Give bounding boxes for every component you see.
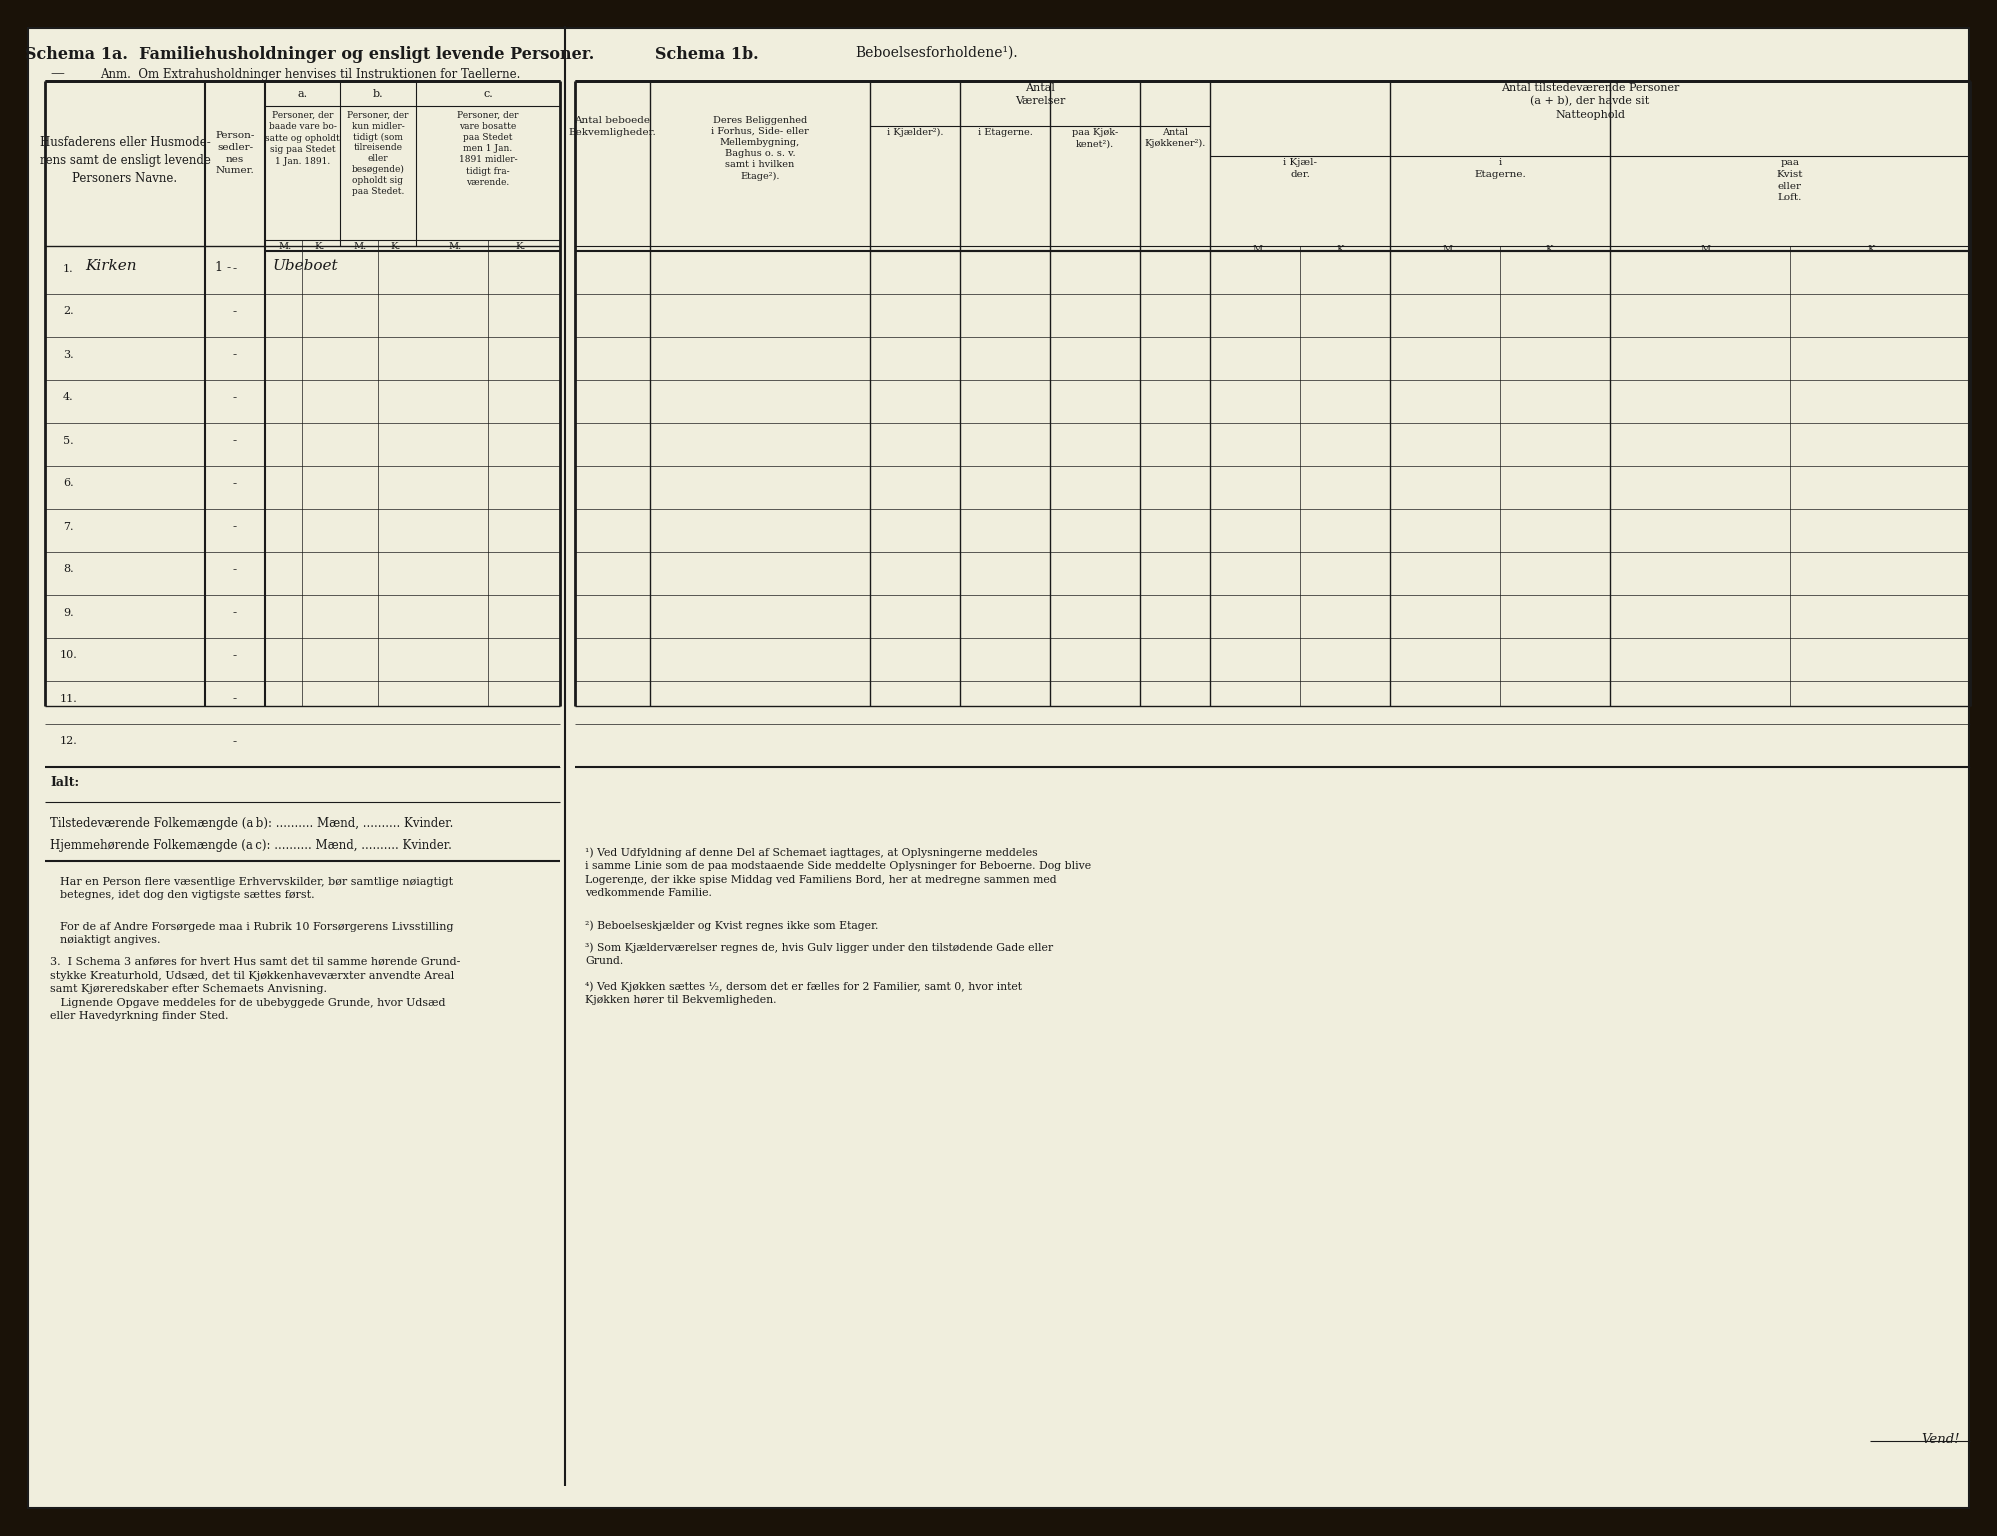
Text: Antal beboede
Bekvemligheder.: Antal beboede Bekvemligheder. — [569, 117, 657, 137]
Text: -: - — [234, 263, 238, 275]
Text: -: - — [234, 435, 238, 447]
Text: M.: M. — [353, 243, 367, 250]
Text: Ubeboet: Ubeboet — [274, 260, 339, 273]
Text: b.: b. — [373, 89, 383, 98]
Text: K.: K. — [1867, 246, 1877, 253]
Text: Husfaderens eller Husmode-
rens samt de ensligt levende
Personers Navne.: Husfaderens eller Husmode- rens samt de … — [40, 137, 210, 184]
Text: Hjemmehørende Folkemængde (a c): .......... Mænd, .......... Kvinder.: Hjemmehørende Folkemængde (a c): .......… — [50, 839, 451, 852]
Text: K.: K. — [515, 243, 527, 250]
Text: -: - — [234, 306, 238, 318]
Text: 12.: 12. — [60, 736, 78, 746]
Text: -: - — [234, 392, 238, 404]
Text: K.: K. — [389, 243, 401, 250]
Text: i Kjælder²).: i Kjælder²). — [887, 127, 943, 137]
Text: 3.: 3. — [64, 350, 74, 359]
Text: 8.: 8. — [64, 565, 74, 574]
Text: -: - — [234, 650, 238, 662]
Text: ³) Som Kjælderværelser regnes de, hvis Gulv ligger under den tilstødende Gade el: ³) Som Kjælderværelser regnes de, hvis G… — [585, 942, 1052, 966]
Text: -: - — [234, 736, 238, 748]
Text: 11.: 11. — [60, 693, 78, 703]
Text: Personer, der
vare bosatte
paa Stedet
men 1 Jan.
1891 midler-
tidigt fra-
værend: Personer, der vare bosatte paa Stedet me… — [457, 111, 519, 186]
Text: Beboelsesforholdene¹).: Beboelsesforholdene¹). — [855, 46, 1018, 60]
Text: M.: M. — [280, 243, 292, 250]
Text: Vend!: Vend! — [1921, 1433, 1959, 1445]
Text: Personer, der
baade vare bo-
satte og opholdt
sig paa Stedet
1 Jan. 1891.: Personer, der baade vare bo- satte og op… — [266, 111, 339, 166]
Text: ¹) Ved Udfyldning af denne Del af Schemaet iagttages, at Oplysningerne meddeles
: ¹) Ved Udfyldning af denne Del af Schema… — [585, 846, 1090, 899]
Text: paa Kjøk-
kenet²).: paa Kjøk- kenet²). — [1072, 127, 1118, 147]
Text: Person-
sedler-
nes
Numer.: Person- sedler- nes Numer. — [216, 131, 256, 175]
Text: Schema 1a.  Familiehusholdninger og ensligt levende Personer.: Schema 1a. Familiehusholdninger og ensli… — [26, 46, 595, 63]
Text: 10.: 10. — [60, 651, 78, 660]
Text: 7.: 7. — [64, 522, 74, 531]
Text: 6.: 6. — [64, 479, 74, 488]
Text: Antal tilstedeværende Personer
(a + b), der havde sit
Natteophold: Antal tilstedeværende Personer (a + b), … — [1502, 83, 1679, 120]
Text: K.: K. — [1336, 246, 1346, 253]
Text: -: - — [234, 478, 238, 490]
Text: i Etagerne.: i Etagerne. — [979, 127, 1032, 137]
Text: -: - — [234, 693, 238, 705]
Text: Deres Beliggenhed
i Forhus, Side- eller
Mellembygning,
Baghus o. s. v.
samt i hv: Deres Beliggenhed i Forhus, Side- eller … — [711, 117, 809, 181]
Text: c.: c. — [483, 89, 493, 98]
Text: 3.  I Schema 3 anføres for hvert Hus samt det til samme hørende Grund-
stykke Kr: 3. I Schema 3 anføres for hvert Hus samt… — [50, 957, 461, 1021]
Text: K.: K. — [1546, 246, 1556, 253]
Text: ⁴) Ved Kjøkken sættes ¹⁄₂, dersom det er fælles for 2 Familier, samt 0, hvor int: ⁴) Ved Kjøkken sættes ¹⁄₂, dersom det er… — [585, 982, 1022, 1005]
Text: i
Etagerne.: i Etagerne. — [1474, 158, 1526, 178]
Text: 4.: 4. — [64, 393, 74, 402]
Text: For de af Andre Forsørgede maa i Rubrik 10 Forsørgerens Livsstilling
nøiaktigt a: For de af Andre Forsørgede maa i Rubrik … — [60, 922, 453, 945]
Text: Schema 1b.: Schema 1b. — [655, 46, 759, 63]
Text: -: - — [234, 521, 238, 533]
Text: -: - — [234, 607, 238, 619]
Text: M.: M. — [1252, 246, 1266, 253]
Text: paa
Kvist
eller
Loft.: paa Kvist eller Loft. — [1777, 158, 1803, 203]
Text: Antal
Kjøkkener²).: Antal Kjøkkener²). — [1144, 127, 1206, 149]
Text: Anm.  Om Extrahusholdninger henvises til Instruktionen for Taellerne.: Anm. Om Extrahusholdninger henvises til … — [100, 68, 519, 81]
Text: —: — — [50, 66, 64, 80]
Text: Har en Person flere væsentlige Erhvervskilder, bør samtlige nøiagtigt
betegnes, : Har en Person flere væsentlige Erhvervsk… — [60, 877, 453, 900]
Text: -: - — [234, 349, 238, 361]
Text: i Kjæl-
der.: i Kjæl- der. — [1282, 158, 1316, 178]
Text: M.: M. — [1442, 246, 1456, 253]
Text: -: - — [234, 564, 238, 576]
Text: Antal
Værelser: Antal Værelser — [1014, 83, 1064, 106]
Text: 1.: 1. — [64, 264, 74, 273]
Text: M.: M. — [1701, 246, 1713, 253]
Text: Ialt:: Ialt: — [50, 776, 80, 788]
Text: K.: K. — [314, 243, 326, 250]
Text: 1 -: 1 - — [216, 261, 232, 273]
Text: 9.: 9. — [64, 608, 74, 617]
Text: 5.: 5. — [64, 436, 74, 445]
Text: Personer, der
kun midler-
tidigt (som
tilreisende
eller
besøgende)
opholdt sig
p: Personer, der kun midler- tidigt (som ti… — [347, 111, 409, 195]
Text: Tilstedeværende Folkemængde (a b): .......... Mænd, .......... Kvinder.: Tilstedeværende Folkemængde (a b): .....… — [50, 817, 453, 829]
Text: ²) Beboelseskjælder og Kvist regnes ikke som Etager.: ²) Beboelseskjælder og Kvist regnes ikke… — [585, 920, 879, 931]
Text: a.: a. — [298, 89, 308, 98]
Text: 2.: 2. — [64, 307, 74, 316]
Text: Kirken: Kirken — [86, 260, 136, 273]
Text: M.: M. — [447, 243, 461, 250]
